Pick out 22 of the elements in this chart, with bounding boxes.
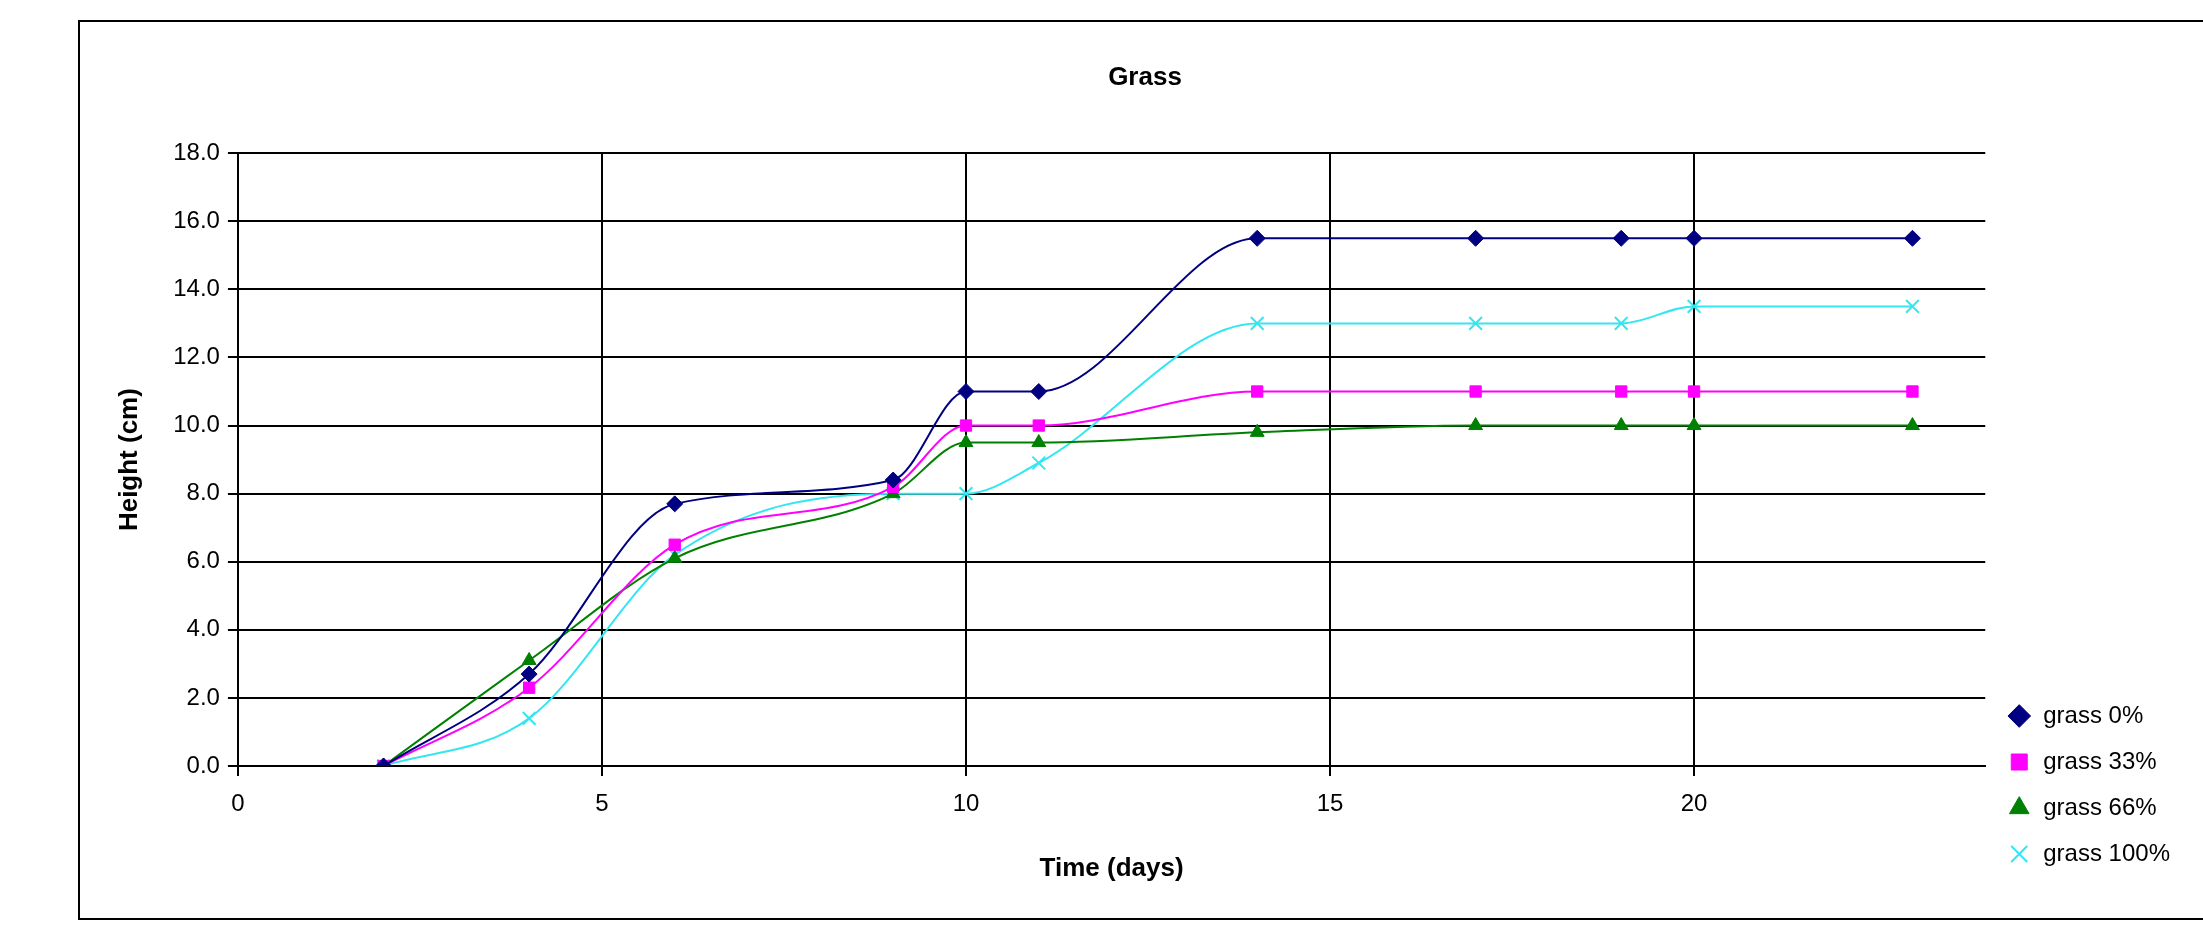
- y-tick-label: 8.0: [186, 478, 220, 506]
- y-tick-label: 14.0: [173, 274, 220, 301]
- y-tick-label: 12.0: [173, 342, 220, 370]
- y-tick-label: 4.0: [186, 614, 220, 642]
- legend-label: grass 33%: [2043, 746, 2157, 774]
- y-tick-label: 0.0: [186, 750, 220, 778]
- y-tick-label: 16.0: [173, 205, 220, 233]
- y-tick-label: 18.0: [173, 137, 220, 165]
- x-tick-label: 15: [1316, 789, 1344, 817]
- y-tick-label: 6.0: [186, 546, 220, 574]
- y-tick-label: 2.0: [186, 682, 220, 710]
- x-tick-label: 10: [952, 789, 980, 817]
- chart-title: Grass: [1108, 60, 1182, 91]
- x-axis-title: Time (days): [1039, 851, 1184, 882]
- x-tick-label: 5: [595, 789, 609, 817]
- x-tick-label: 0: [231, 789, 245, 817]
- x-tick-label: 20: [1680, 789, 1708, 817]
- legend-label: grass 100%: [2043, 838, 2171, 866]
- legend-label: grass 66%: [2043, 792, 2157, 820]
- y-tick-label: 10.0: [173, 410, 220, 438]
- legend-label: grass 0%: [2043, 700, 2144, 728]
- y-axis-title: Height (cm): [112, 388, 143, 532]
